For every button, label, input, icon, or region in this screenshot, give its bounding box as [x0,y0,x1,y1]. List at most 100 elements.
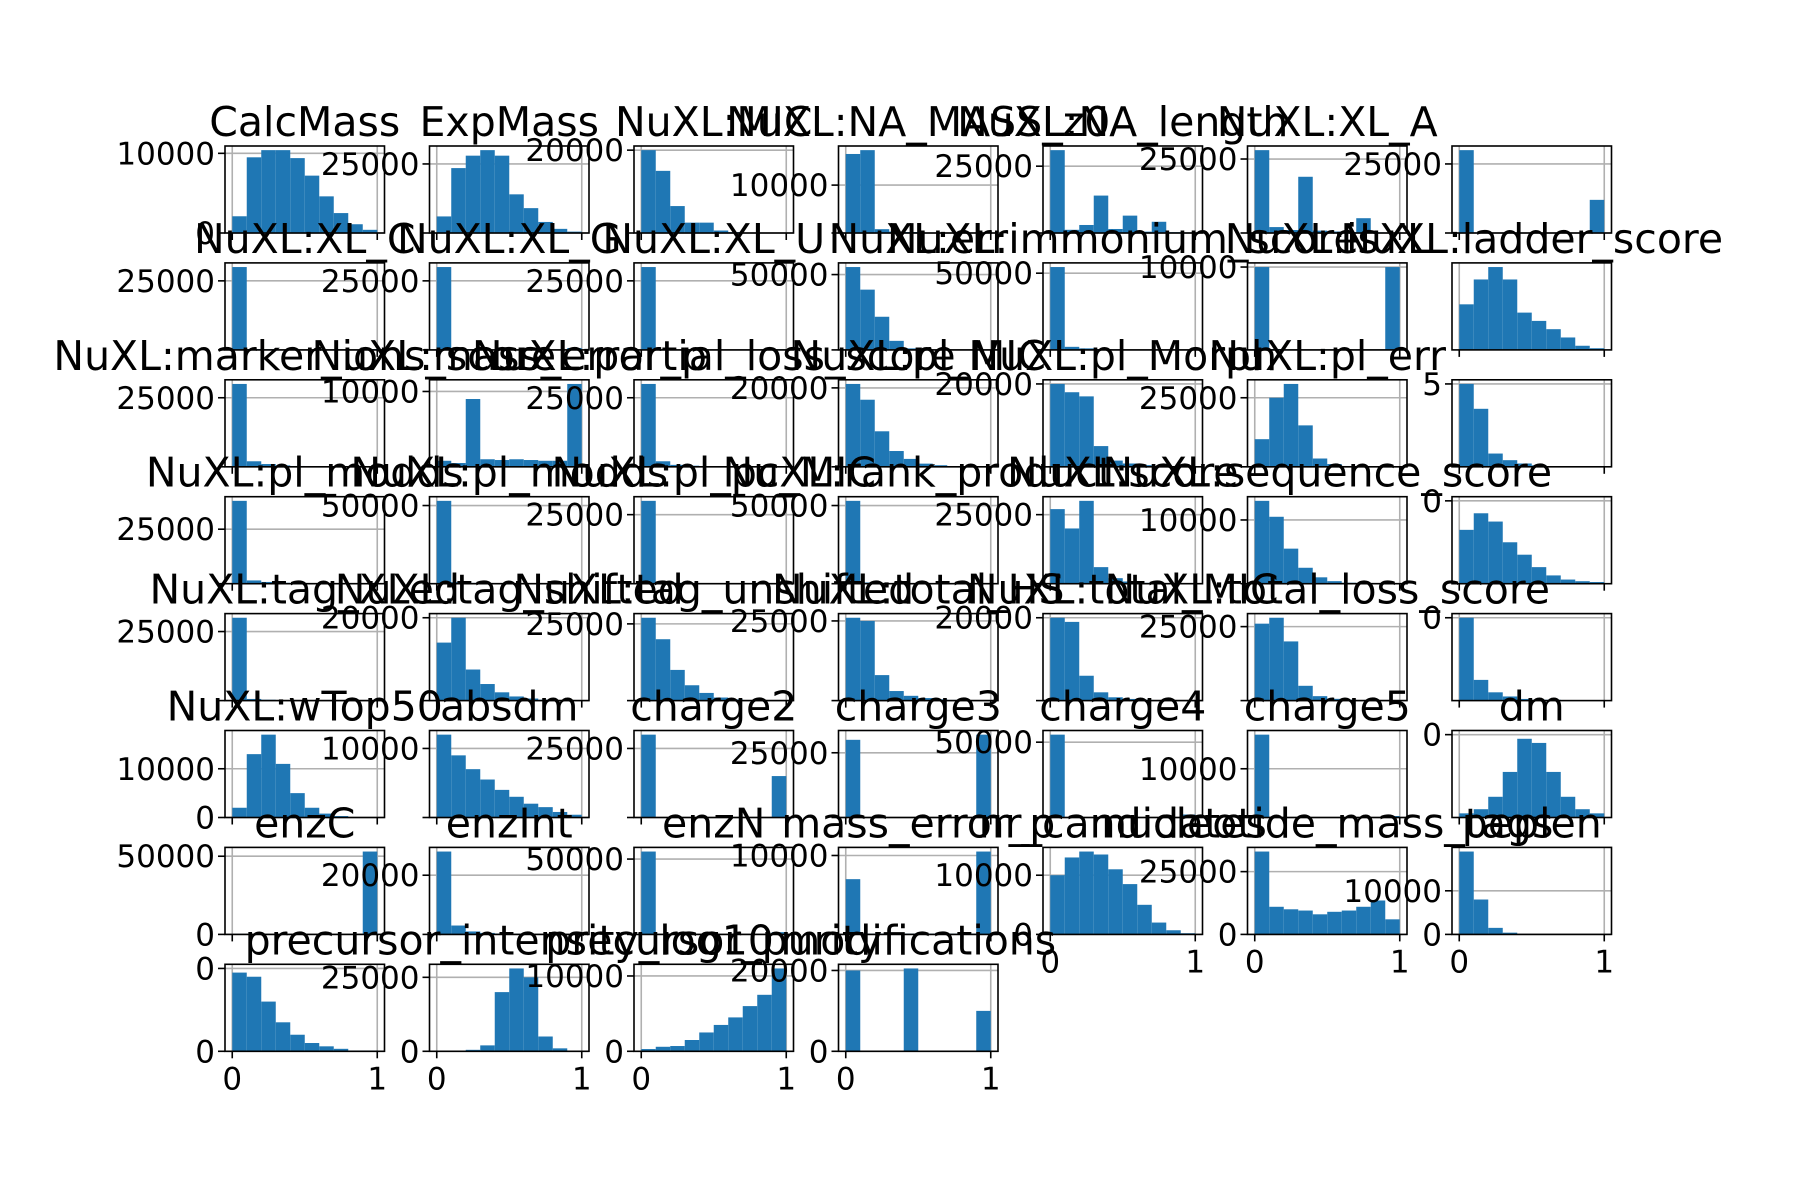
histogram-bar [246,580,262,584]
y-tick-label: 25000 [525,264,624,300]
y-tick-label: 25000 [730,604,829,640]
histogram-bar [261,464,276,467]
histogram-bar [670,464,685,467]
subplot-title: NuXL:pl_Morph [968,332,1277,380]
histogram-bar [567,347,582,350]
histogram-bar [1151,922,1167,935]
histogram-bar [684,1040,700,1052]
subplot-title: NuXL:immonium_score [887,215,1359,263]
y-tick-label: 0 [1013,917,1033,953]
histogram-bar [1459,617,1474,701]
x-tick-label: 1 [572,1061,592,1097]
histogram-bar [1356,906,1371,935]
histogram-bar [1531,742,1547,818]
histogram-bar [845,617,861,701]
subplot-title: NuXL:pl_pc_MIC [552,449,876,497]
y-tick-label: 0 [195,1034,215,1070]
histogram-bar [465,155,481,233]
histogram-bar [523,208,539,233]
histogram-bar [699,1032,714,1052]
subplot-title: NuXL:total_loss_score [1104,566,1550,614]
subplot-title: NuXL:pl_err [1208,332,1446,380]
histogram-bar [1064,392,1080,467]
histogram-subplot: 20000 enzInt [321,799,590,942]
histogram-bar [1488,521,1503,584]
histogram-bar [976,734,991,818]
histogram-bar [1327,911,1342,935]
histogram-bar [436,734,452,818]
subplot-title: mass_error_p [781,799,1055,847]
histogram-bar [538,1036,553,1052]
histogram-bar [232,500,247,584]
histogram-bar [1079,224,1094,233]
histogram-bar [1560,337,1576,350]
histogram-bar [1269,397,1284,467]
x-tick-label: 0 [222,1061,242,1097]
subplot-title: NuXL:tag_unshifted [513,566,914,614]
histogram-bar [1298,425,1313,467]
axes-frame [837,963,999,1053]
histogram-bar [1064,229,1080,233]
y-tick-label: 50000 [321,489,420,525]
y-tick-label: 25000 [321,960,420,996]
x-tick-label: 1 [776,1061,796,1097]
histogram-bar [860,399,875,467]
axes-frame [1246,846,1408,936]
histogram-bar [523,803,539,818]
histogram-bar [304,175,320,233]
histogram-bar [1341,910,1357,935]
y-tick-label: 0 [1422,718,1442,754]
histogram-bar [1122,581,1138,584]
histogram-bar [1137,465,1152,467]
y-tick-label: 25000 [1139,855,1238,891]
histogram-bar [874,431,890,467]
histogram-bar [1064,621,1080,701]
subplot-title: NuXL:marker_ions_score [53,332,556,380]
histogram-bar [1502,542,1518,584]
axes-frame [428,729,590,819]
histogram-bar [1298,176,1313,233]
histogram-bar [845,970,861,1052]
axes-frame [1451,729,1613,819]
axes-frame [633,262,795,351]
axes-frame [837,729,999,819]
subplot-title: NuXL:wTop50 [167,683,443,731]
histogram-bar [1122,698,1138,701]
axes-frame [1451,145,1613,234]
axes-frame [428,963,590,1053]
y-tick-label: 0 [1218,917,1238,953]
histogram-bar [1254,734,1270,818]
histogram-bar [1254,150,1270,233]
y-tick-label: 10000 [525,959,624,995]
histogram-bar [1254,500,1270,584]
histogram-bar [480,779,495,818]
axes-frame [428,612,590,702]
histogram-bar [436,267,452,350]
histogram-bar [1575,809,1590,818]
histogram-bar [1283,548,1299,584]
histogram-bar [304,807,320,818]
histogram-bar [494,789,510,818]
histogram-bar [1050,509,1065,584]
axes-frame [428,495,590,585]
y-tick-label: 10000 [934,858,1033,894]
y-tick-label: 25000 [1139,142,1238,178]
y-tick-label: 25000 [525,381,624,417]
x-tick-label: 0 [631,1061,651,1097]
y-tick-label: 0 [1422,484,1442,520]
x-tick-label: 0 [1449,944,1469,980]
histogram-bar [641,1049,656,1052]
histogram-bar [655,170,671,233]
histogram-bar [1459,851,1474,935]
y-tick-label: 25000 [730,736,829,772]
